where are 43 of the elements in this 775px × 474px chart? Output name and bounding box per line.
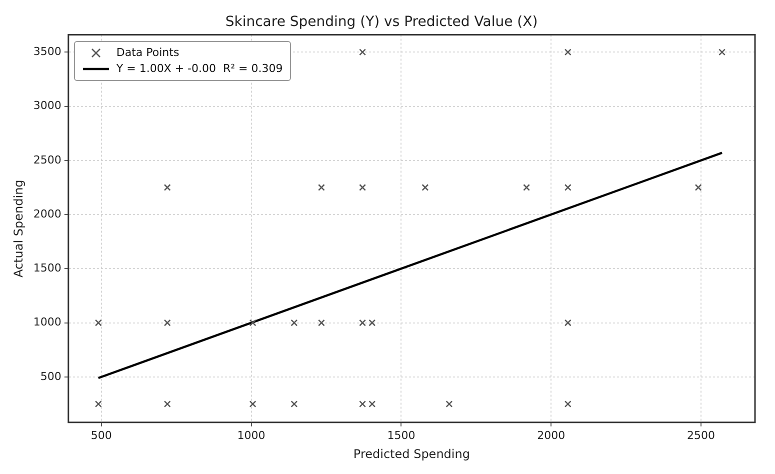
x-tick-label: 2000 [537,428,566,442]
point [290,319,298,326]
point [564,400,572,408]
point [359,184,366,191]
x-tick-label: 500 [90,428,112,442]
y-tick-label: 2000 [33,207,62,220]
point [359,48,366,56]
y-tick-label: 3500 [33,44,62,58]
x-tick-label: 1000 [237,428,266,442]
point [446,400,453,408]
point [164,319,171,326]
x-tick-label: 1500 [387,428,416,442]
legend-label: Data Points [116,44,180,61]
point [318,184,325,191]
point [249,400,256,408]
y-tick-label: 1500 [33,262,62,275]
point [694,184,702,191]
point [523,184,530,191]
point [290,400,298,408]
y-tick-label: 1000 [33,316,62,329]
point [94,400,102,408]
point [164,184,171,191]
point [368,400,376,408]
y-axis-title: Actual Spending [11,180,26,278]
y-tick-label: 3000 [33,99,62,112]
point [564,319,572,326]
chart-title: Skincare Spending (Y) vs Predicted Value (X) [225,14,538,30]
point [318,319,325,326]
point [564,184,572,191]
point [359,400,366,408]
x-tick-label: 2500 [687,428,716,442]
y-tick-label: 500 [40,370,62,383]
point [359,319,366,326]
x-axis-title: Predicted Spending [353,446,470,461]
point [164,400,171,408]
point [368,319,376,326]
y-tick-label: 2500 [33,153,62,166]
legend-label: Y = 1.00X + -0.00 R² = 0.309 [116,60,283,77]
point [422,184,429,191]
point [564,48,572,56]
point [718,48,726,56]
point [249,319,256,326]
point [94,319,102,326]
